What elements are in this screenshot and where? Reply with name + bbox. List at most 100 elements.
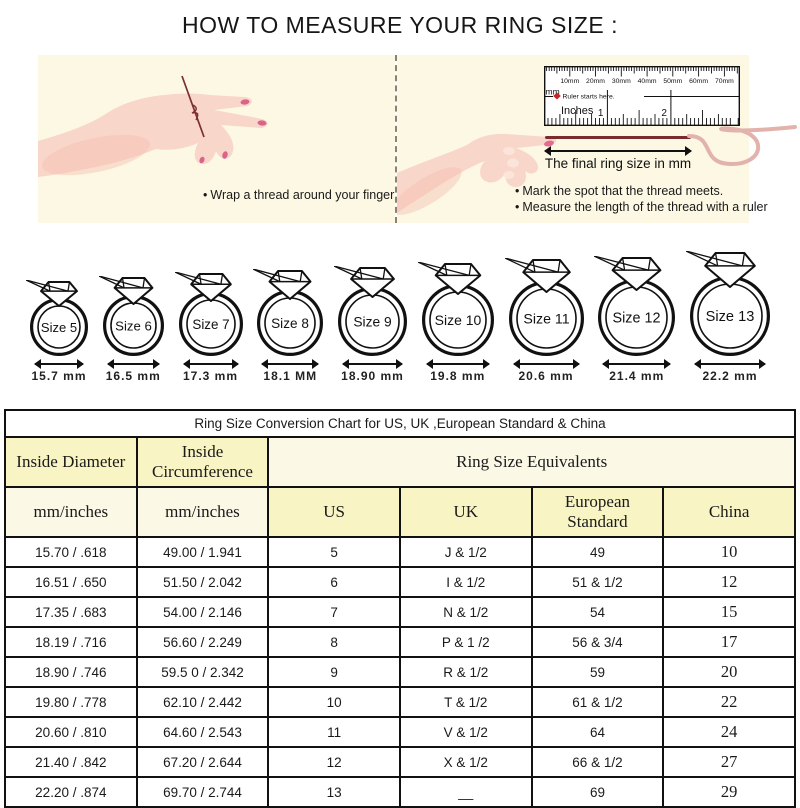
diameter-label: 15.7 mm (31, 369, 87, 383)
table-row: 19.80 / .778 62.10 / 2.442 10 T & 1/2 61 & 1… (4, 686, 796, 718)
svg-text:Ruler starts here.: Ruler starts here. (563, 94, 615, 101)
table-cell: 69.70 / 2.744 (135, 776, 270, 808)
table-row: 18.90 / .746 59.5 0 / 2.342 9 R & 1/2 59 20 (4, 656, 796, 688)
table-cell: 29 (662, 776, 796, 808)
thread-loop-illustration (687, 125, 797, 167)
table-cell: 54.00 / 2.146 (135, 596, 270, 628)
diameter-label: 22.2 mm (702, 369, 758, 383)
table-row: 21.40 / .842 67.20 / 2.644 12 X & 1/2 66 & 1… (4, 746, 796, 778)
instruction-wrap-thread: • Wrap a thread around your finger (203, 188, 394, 202)
diameter-arrow (261, 359, 320, 369)
table-cell: 6 (267, 566, 401, 598)
pointing-hand-illustration (397, 133, 557, 215)
header-ring-size-equivalents: Ring Size Equivalents (267, 436, 796, 488)
ring-size-5: Size 5 15.7 mm (26, 280, 92, 383)
instruction-text: Wrap a thread around your finger (210, 188, 395, 202)
table-cell: 10 (662, 536, 796, 568)
table-cell: 62.10 / 2.442 (135, 686, 270, 718)
ring-size-8: Size 8 18.1 MM (253, 269, 327, 383)
ring-size-6: Size 6 16.5 mm (98, 276, 168, 383)
bullet-dot: • (203, 188, 208, 202)
table-cell: 49.00 / 1.941 (135, 536, 270, 568)
ring-size-13: Size 13 22.2 mm (686, 251, 774, 383)
table-cell: 51.50 / 2.042 (135, 566, 270, 598)
table-cell: 19.80 / .778 (4, 686, 138, 718)
svg-text:Size 13: Size 13 (706, 309, 755, 325)
table-cell: 64.60 / 2.543 (135, 716, 270, 748)
svg-text:10mm: 10mm (560, 78, 579, 85)
table-cell: 17 (662, 626, 796, 658)
diameter-arrow (106, 359, 160, 369)
svg-text:Size 8: Size 8 (271, 316, 309, 331)
table-cell: 10 (267, 686, 401, 718)
table-title-row: Ring Size Conversion Chart for US, UK ,E… (4, 409, 796, 438)
instruction-measure-length: • Measure the length of the thread with a… (515, 199, 768, 215)
table-cell: 54 (530, 596, 665, 628)
bullet-dot: • (515, 184, 520, 198)
table-cell: R & 1/2 (398, 656, 533, 688)
svg-text:2: 2 (661, 108, 667, 119)
diameter-arrow (182, 359, 239, 369)
measure-arrow-label: The final ring size in mm (544, 156, 692, 171)
diameter-arrow (512, 359, 580, 369)
svg-text:Size 7: Size 7 (192, 317, 229, 332)
diameter-label: 21.4 mm (609, 369, 665, 383)
table-cell: 56 & 3/4 (530, 626, 665, 658)
table-cell: 13 (267, 776, 401, 808)
table-subheader-row: mm/inches mm/inches US UK European Stand… (4, 486, 796, 538)
svg-text:Size 12: Size 12 (613, 311, 661, 327)
svg-text:Size 9: Size 9 (353, 315, 392, 330)
table-cell: 59 (530, 656, 665, 688)
table-row: 20.60 / .810 64.60 / 2.543 11 V & 1/2 64 24 (4, 716, 796, 748)
instruction-text: Mark the spot that the thread meets. (522, 184, 724, 198)
table-cell: 22 (662, 686, 796, 718)
panel-divider (395, 55, 397, 223)
subheader-mm-inches-circumference: mm/inches (135, 486, 270, 538)
table-row: 17.35 / .683 54.00 / 2.146 7 N & 1/2 54 15 (4, 596, 796, 628)
subheader-us: US (267, 486, 401, 538)
table-cell: 49 (530, 536, 665, 568)
svg-text:30mm: 30mm (612, 78, 631, 85)
table-cell: 24 (662, 716, 796, 748)
subheader-uk: UK (398, 486, 533, 538)
table-cell: 12 (267, 746, 401, 778)
table-cell: V & 1/2 (398, 716, 533, 748)
diameter-label: 20.6 mm (518, 369, 574, 383)
table-title: Ring Size Conversion Chart for US, UK ,E… (4, 409, 796, 438)
conversion-table: Ring Size Conversion Chart for US, UK ,E… (4, 409, 796, 808)
table-cell: 18.90 / .746 (4, 656, 138, 688)
table-cell: 51 & 1/2 (530, 566, 665, 598)
svg-text:Size 5: Size 5 (41, 320, 77, 335)
svg-text:Size 6: Size 6 (115, 319, 152, 334)
table-cell: 7 (267, 596, 401, 628)
table-cell: 61 & 1/2 (530, 686, 665, 718)
diameter-label: 18.1 MM (263, 369, 318, 383)
thread-line (545, 136, 691, 139)
table-cell: 69 (530, 776, 665, 808)
measure-arrow (544, 146, 692, 156)
table-cell: 18.19 / .716 (4, 626, 138, 658)
diameter-arrow (342, 359, 403, 369)
diameter-label: 16.5 mm (105, 369, 161, 383)
table-cell: 22.20 / .874 (4, 776, 138, 808)
table-cell: 21.40 / .842 (4, 746, 138, 778)
diameter-arrow (425, 359, 490, 369)
svg-text:Size 11: Size 11 (523, 312, 569, 328)
table-cell: J & 1/2 (398, 536, 533, 568)
svg-text:70mm: 70mm (715, 78, 734, 85)
table-row: 15.70 / .618 49.00 / 1.941 5 J & 1/2 49 10 (4, 536, 796, 568)
header-inside-circumference: Inside Circumference (135, 436, 270, 488)
ring-size-11: Size 11 20.6 mm (504, 258, 588, 383)
table-cell: 64 (530, 716, 665, 748)
ring-size-guide: Size 5 15.7 mm Size 6 16.5 mm Size 7 17.3 mm S… (0, 251, 800, 383)
instruction-panels: • Wrap a thread around your finger 10mm 20… (38, 55, 797, 223)
ring-size-10: Size 10 19.8 mm (417, 262, 498, 383)
svg-text:60mm: 60mm (689, 78, 708, 85)
panel-measure-ruler: 10mm 20mm 30mm 40mm 50mm 60mm 70mm mm Ruler star… (397, 55, 797, 223)
table-cell: 9 (267, 656, 401, 688)
diameter-arrow (694, 359, 766, 369)
table-cell: T & 1/2 (398, 686, 533, 718)
table-header-row: Inside Diameter Inside Circumference Rin… (4, 436, 796, 488)
